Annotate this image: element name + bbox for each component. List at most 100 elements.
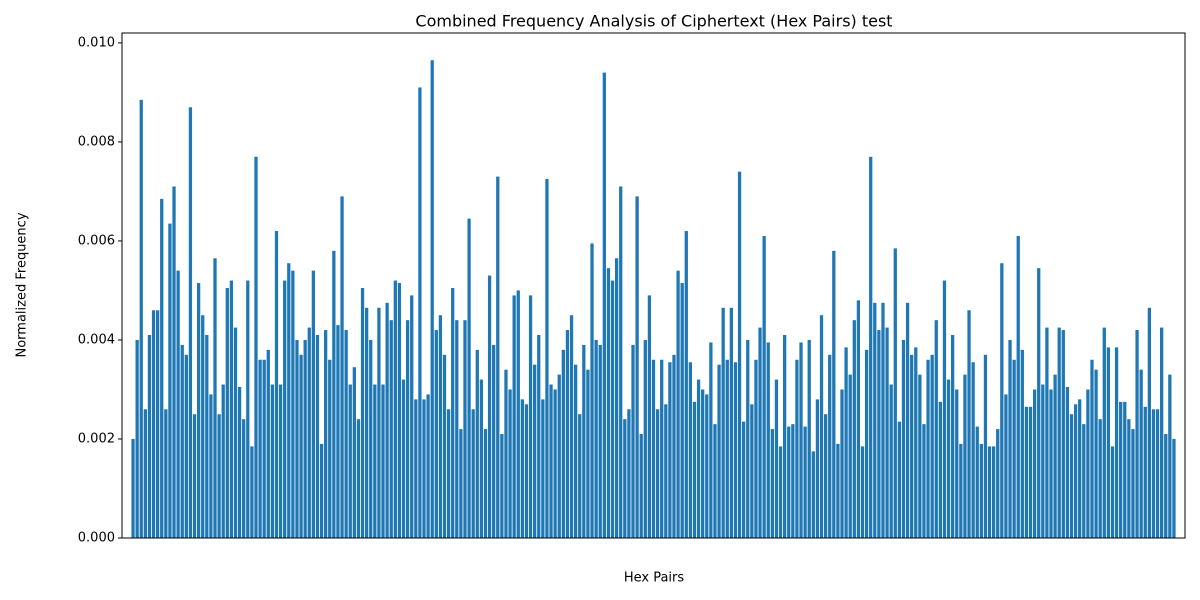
bar (319, 443, 324, 538)
bar (975, 426, 979, 538)
bar (373, 384, 377, 538)
bar (721, 307, 725, 538)
bar (1143, 406, 1147, 538)
bar (901, 339, 906, 538)
bar (860, 446, 865, 538)
bar (233, 327, 238, 538)
bar (885, 327, 889, 538)
bar (512, 295, 516, 538)
x-axis-label: Hex Pairs (624, 571, 685, 586)
bar (467, 218, 471, 539)
bar (299, 354, 303, 538)
bar (139, 99, 143, 539)
bar (364, 307, 369, 538)
bar (385, 302, 389, 538)
bar (766, 342, 770, 538)
bar (791, 424, 795, 538)
bar (332, 250, 336, 538)
bar (254, 156, 258, 538)
bar (205, 335, 209, 538)
bar (455, 320, 459, 538)
bar (315, 335, 320, 538)
bar (446, 409, 451, 538)
bar (242, 419, 246, 538)
bar (287, 263, 291, 538)
bar (578, 414, 582, 538)
bar (213, 258, 217, 538)
bar (1041, 384, 1045, 538)
bar (549, 384, 553, 538)
bar (147, 335, 152, 538)
bar (172, 186, 176, 538)
plot-frame (121, 32, 1186, 539)
bar (401, 379, 406, 538)
bar (701, 389, 705, 538)
bar (496, 176, 500, 538)
bar (905, 302, 910, 538)
bar (639, 434, 643, 538)
bar (770, 429, 774, 538)
bar (938, 401, 943, 538)
bar (1147, 307, 1152, 538)
bar (733, 362, 738, 538)
bar (836, 443, 840, 538)
bar (910, 354, 914, 538)
bar (967, 310, 971, 538)
bar (787, 426, 791, 538)
bar (602, 72, 606, 538)
bar (1155, 409, 1160, 538)
bar (889, 384, 893, 538)
bar (131, 438, 135, 538)
bar (795, 359, 799, 538)
bar (422, 399, 426, 538)
bar (328, 359, 332, 538)
bar (217, 414, 221, 538)
bar (475, 349, 479, 538)
bar (750, 404, 754, 538)
bar (389, 320, 393, 538)
bar (1061, 330, 1065, 538)
bar (619, 186, 623, 538)
bar (1065, 386, 1070, 538)
bar (459, 429, 463, 538)
bar (959, 443, 963, 538)
bar (377, 307, 381, 538)
bar (664, 404, 668, 538)
bar (1008, 339, 1012, 538)
bar (623, 419, 627, 538)
bar (737, 171, 742, 539)
bar (1139, 369, 1143, 538)
bar (184, 354, 188, 538)
bar (914, 347, 918, 538)
bar (729, 307, 734, 538)
bar (1012, 359, 1016, 538)
bar (201, 315, 205, 538)
bar (348, 384, 352, 538)
bar (270, 384, 275, 538)
chart-title: Combined Frequency Analysis of Ciphertex… (415, 12, 892, 31)
bar (877, 330, 881, 538)
bar (438, 315, 443, 538)
bar (250, 446, 254, 538)
bar (209, 394, 213, 538)
bar (340, 196, 344, 538)
bar (1045, 327, 1049, 538)
bar (196, 283, 201, 538)
bar (692, 401, 697, 538)
bar (188, 107, 193, 538)
bar (155, 310, 160, 538)
bar (1172, 438, 1176, 538)
bar (414, 399, 418, 538)
bar (1114, 347, 1119, 538)
bar (725, 359, 729, 538)
bar (881, 302, 885, 538)
bar (676, 270, 680, 538)
bar (151, 310, 156, 538)
bar (696, 379, 701, 538)
bar (991, 446, 996, 538)
bar (426, 394, 430, 538)
bar (930, 354, 934, 538)
bar (1078, 399, 1082, 538)
bar (668, 362, 672, 538)
